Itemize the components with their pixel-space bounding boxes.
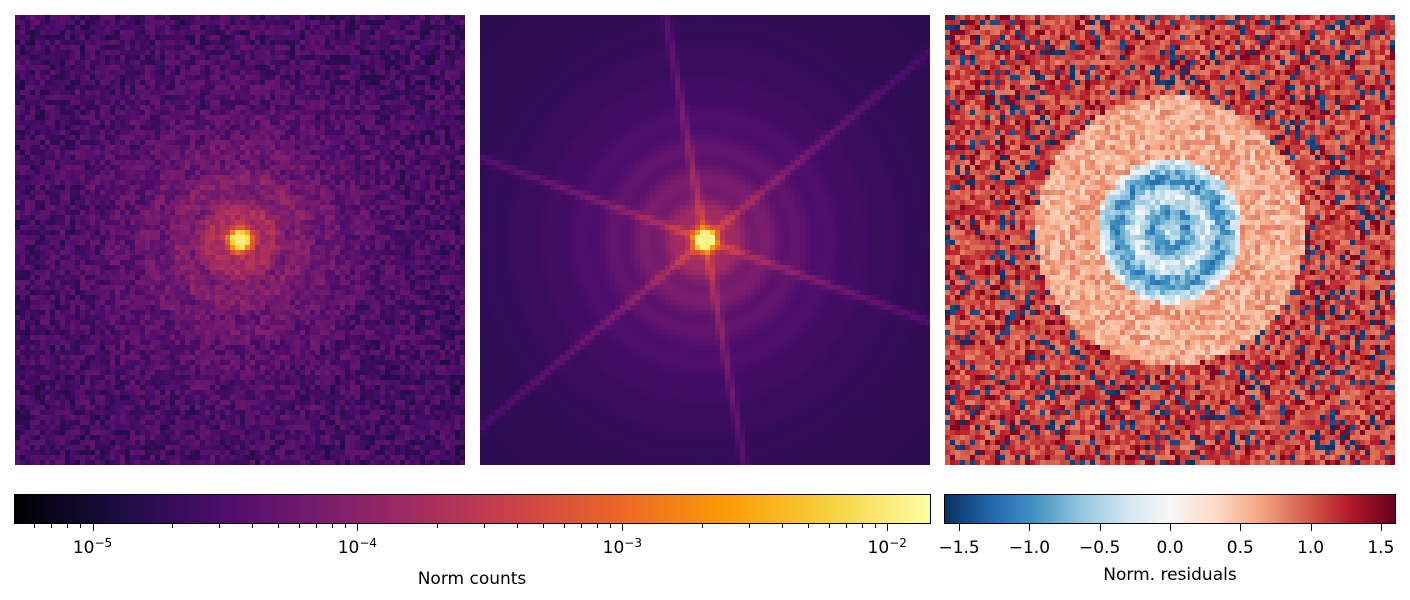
minor-tick — [331, 524, 333, 528]
residual-map-panel — [945, 15, 1395, 465]
minor-tick — [33, 524, 35, 528]
tick-label: −1.0 — [1009, 538, 1050, 558]
minor-tick — [846, 524, 848, 528]
counts-colorbar-axis: 10−5 10−4 10−3 10−2 — [15, 524, 930, 584]
major-tick — [1240, 524, 1242, 531]
tick-label: 0.5 — [1227, 538, 1254, 558]
minor-tick — [51, 524, 53, 528]
minor-tick — [218, 524, 220, 528]
model-image-panel — [480, 15, 930, 465]
tick-label: −1.5 — [938, 538, 979, 558]
observed-image-heatmap — [15, 15, 465, 465]
minor-tick — [298, 524, 300, 528]
tick-label: 0.0 — [1156, 538, 1183, 558]
tick-label: 10−2 — [868, 537, 907, 558]
tick-label: −0.5 — [1079, 538, 1120, 558]
minor-tick — [516, 524, 518, 528]
minor-tick — [172, 524, 174, 528]
observed-image-panel — [15, 15, 465, 465]
minor-tick — [581, 524, 583, 528]
minor-tick — [345, 524, 347, 528]
minor-tick — [596, 524, 598, 528]
major-tick — [92, 524, 94, 531]
minor-tick — [483, 524, 485, 528]
residuals-colorbar-label: Norm. residuals — [1103, 565, 1236, 585]
residual-map-heatmap — [945, 15, 1395, 465]
major-tick — [1170, 524, 1171, 531]
counts-colorbar-label: Norm counts — [418, 569, 527, 589]
minor-tick — [781, 524, 783, 528]
residuals-colorbar — [944, 494, 1396, 524]
tick-label: 10−3 — [603, 537, 642, 558]
tick-label: 1.0 — [1297, 538, 1324, 558]
tick-label: 10−5 — [73, 537, 112, 558]
major-tick — [1099, 524, 1101, 531]
counts-colorbar-gradient — [15, 495, 930, 523]
minor-tick — [316, 524, 318, 528]
minor-tick — [252, 524, 253, 528]
minor-tick — [610, 524, 612, 528]
tick-label: 10−4 — [338, 537, 377, 558]
minor-tick — [563, 524, 565, 528]
minor-tick — [875, 524, 877, 528]
minor-tick — [80, 524, 82, 528]
major-tick — [357, 524, 359, 531]
minor-tick — [861, 524, 863, 528]
minor-tick — [542, 524, 544, 528]
residuals-colorbar-axis: −1.5 −1.0 −0.5 0.0 0.5 1.0 1.5 — [938, 524, 1395, 584]
model-image-heatmap — [480, 15, 930, 465]
minor-tick — [66, 524, 68, 528]
major-tick — [622, 524, 624, 531]
minor-tick — [702, 524, 704, 528]
counts-colorbar — [14, 494, 931, 524]
major-tick — [959, 524, 961, 531]
major-tick — [1310, 524, 1312, 531]
tick-label: 1.5 — [1367, 538, 1394, 558]
minor-tick — [437, 524, 439, 528]
minor-tick — [807, 524, 809, 528]
major-tick — [887, 524, 889, 531]
major-tick — [1380, 524, 1382, 531]
major-tick — [1029, 524, 1031, 531]
minor-tick — [748, 524, 750, 528]
minor-tick — [828, 524, 830, 528]
residuals-colorbar-gradient — [945, 495, 1395, 523]
minor-tick — [277, 524, 279, 528]
